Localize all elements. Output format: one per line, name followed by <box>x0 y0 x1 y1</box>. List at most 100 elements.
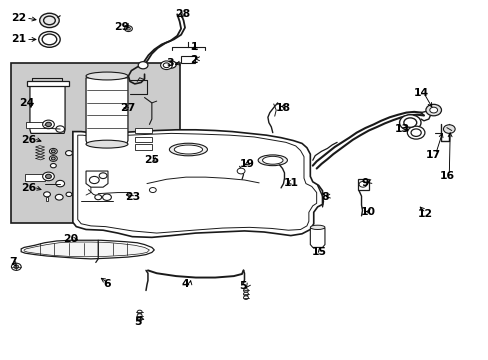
Circle shape <box>50 163 56 168</box>
Circle shape <box>11 263 21 270</box>
Text: 10: 10 <box>360 207 375 217</box>
Polygon shape <box>73 130 322 237</box>
Text: 2: 2 <box>189 55 197 65</box>
Circle shape <box>403 118 416 127</box>
Circle shape <box>49 156 57 161</box>
Polygon shape <box>135 144 152 149</box>
Text: 27: 27 <box>120 103 135 113</box>
Circle shape <box>43 16 55 25</box>
Circle shape <box>40 13 59 28</box>
Circle shape <box>56 126 64 132</box>
Circle shape <box>51 150 55 153</box>
Text: 25: 25 <box>144 155 160 165</box>
Polygon shape <box>45 197 48 201</box>
Circle shape <box>429 107 437 113</box>
Text: 26: 26 <box>21 135 36 145</box>
Text: 22: 22 <box>11 13 27 23</box>
Circle shape <box>443 125 454 134</box>
Text: 19: 19 <box>239 159 254 169</box>
Bar <box>11 63 179 223</box>
Text: 7: 7 <box>9 257 17 267</box>
Text: 29: 29 <box>114 22 129 32</box>
Circle shape <box>243 292 248 296</box>
Circle shape <box>45 122 51 127</box>
Circle shape <box>55 194 63 200</box>
Text: 11: 11 <box>283 178 298 188</box>
Text: 3: 3 <box>166 58 174 68</box>
Circle shape <box>43 192 50 197</box>
Circle shape <box>243 289 248 292</box>
Ellipse shape <box>169 143 207 156</box>
Ellipse shape <box>258 155 287 166</box>
Text: 26: 26 <box>21 183 36 193</box>
Ellipse shape <box>262 156 283 164</box>
Text: 6: 6 <box>103 279 110 289</box>
Ellipse shape <box>310 225 325 229</box>
Text: 23: 23 <box>125 192 140 202</box>
Circle shape <box>166 61 176 68</box>
Polygon shape <box>86 171 108 187</box>
Polygon shape <box>310 228 325 247</box>
Circle shape <box>65 150 72 156</box>
Bar <box>181 56 194 63</box>
Bar <box>26 122 44 129</box>
Polygon shape <box>24 242 149 257</box>
Circle shape <box>95 195 102 200</box>
Text: 13: 13 <box>394 124 409 134</box>
Bar <box>25 174 44 181</box>
Ellipse shape <box>86 140 128 148</box>
Circle shape <box>163 63 169 68</box>
Polygon shape <box>21 240 154 259</box>
Text: 14: 14 <box>413 88 428 98</box>
Circle shape <box>42 34 57 45</box>
Circle shape <box>358 181 366 187</box>
Text: 9: 9 <box>361 178 368 188</box>
Circle shape <box>42 120 54 129</box>
Text: 20: 20 <box>63 234 78 244</box>
Text: 17: 17 <box>425 150 440 160</box>
Circle shape <box>39 32 60 47</box>
Circle shape <box>56 180 64 187</box>
Circle shape <box>160 61 172 69</box>
Text: 1: 1 <box>190 42 198 52</box>
Circle shape <box>126 27 130 30</box>
Circle shape <box>425 104 441 116</box>
Circle shape <box>49 148 57 154</box>
Polygon shape <box>86 78 128 144</box>
Circle shape <box>14 265 19 269</box>
Ellipse shape <box>86 72 128 80</box>
Text: 5: 5 <box>239 281 246 291</box>
Text: 15: 15 <box>311 247 326 257</box>
Text: 21: 21 <box>11 35 26 44</box>
Circle shape <box>137 318 142 321</box>
Polygon shape <box>78 134 316 233</box>
Circle shape <box>237 168 244 174</box>
Polygon shape <box>26 81 69 86</box>
Text: 4: 4 <box>181 279 188 289</box>
Polygon shape <box>135 137 152 142</box>
Circle shape <box>66 192 72 197</box>
Text: 16: 16 <box>439 171 454 181</box>
Circle shape <box>243 296 248 300</box>
Text: 12: 12 <box>417 209 432 219</box>
Text: 8: 8 <box>321 192 328 202</box>
Circle shape <box>399 115 420 131</box>
Circle shape <box>410 129 420 136</box>
Polygon shape <box>30 83 65 134</box>
Text: 24: 24 <box>19 98 34 108</box>
Circle shape <box>149 188 156 193</box>
Text: 18: 18 <box>276 103 290 113</box>
Circle shape <box>137 314 142 318</box>
Circle shape <box>89 176 99 184</box>
Circle shape <box>138 62 148 69</box>
Circle shape <box>407 126 424 139</box>
Polygon shape <box>357 179 368 190</box>
Circle shape <box>45 174 51 179</box>
Circle shape <box>99 173 107 179</box>
Text: 28: 28 <box>175 9 190 19</box>
Ellipse shape <box>174 145 202 154</box>
Circle shape <box>42 172 54 181</box>
Circle shape <box>102 194 111 201</box>
Text: 5: 5 <box>134 317 141 327</box>
Circle shape <box>51 157 55 160</box>
